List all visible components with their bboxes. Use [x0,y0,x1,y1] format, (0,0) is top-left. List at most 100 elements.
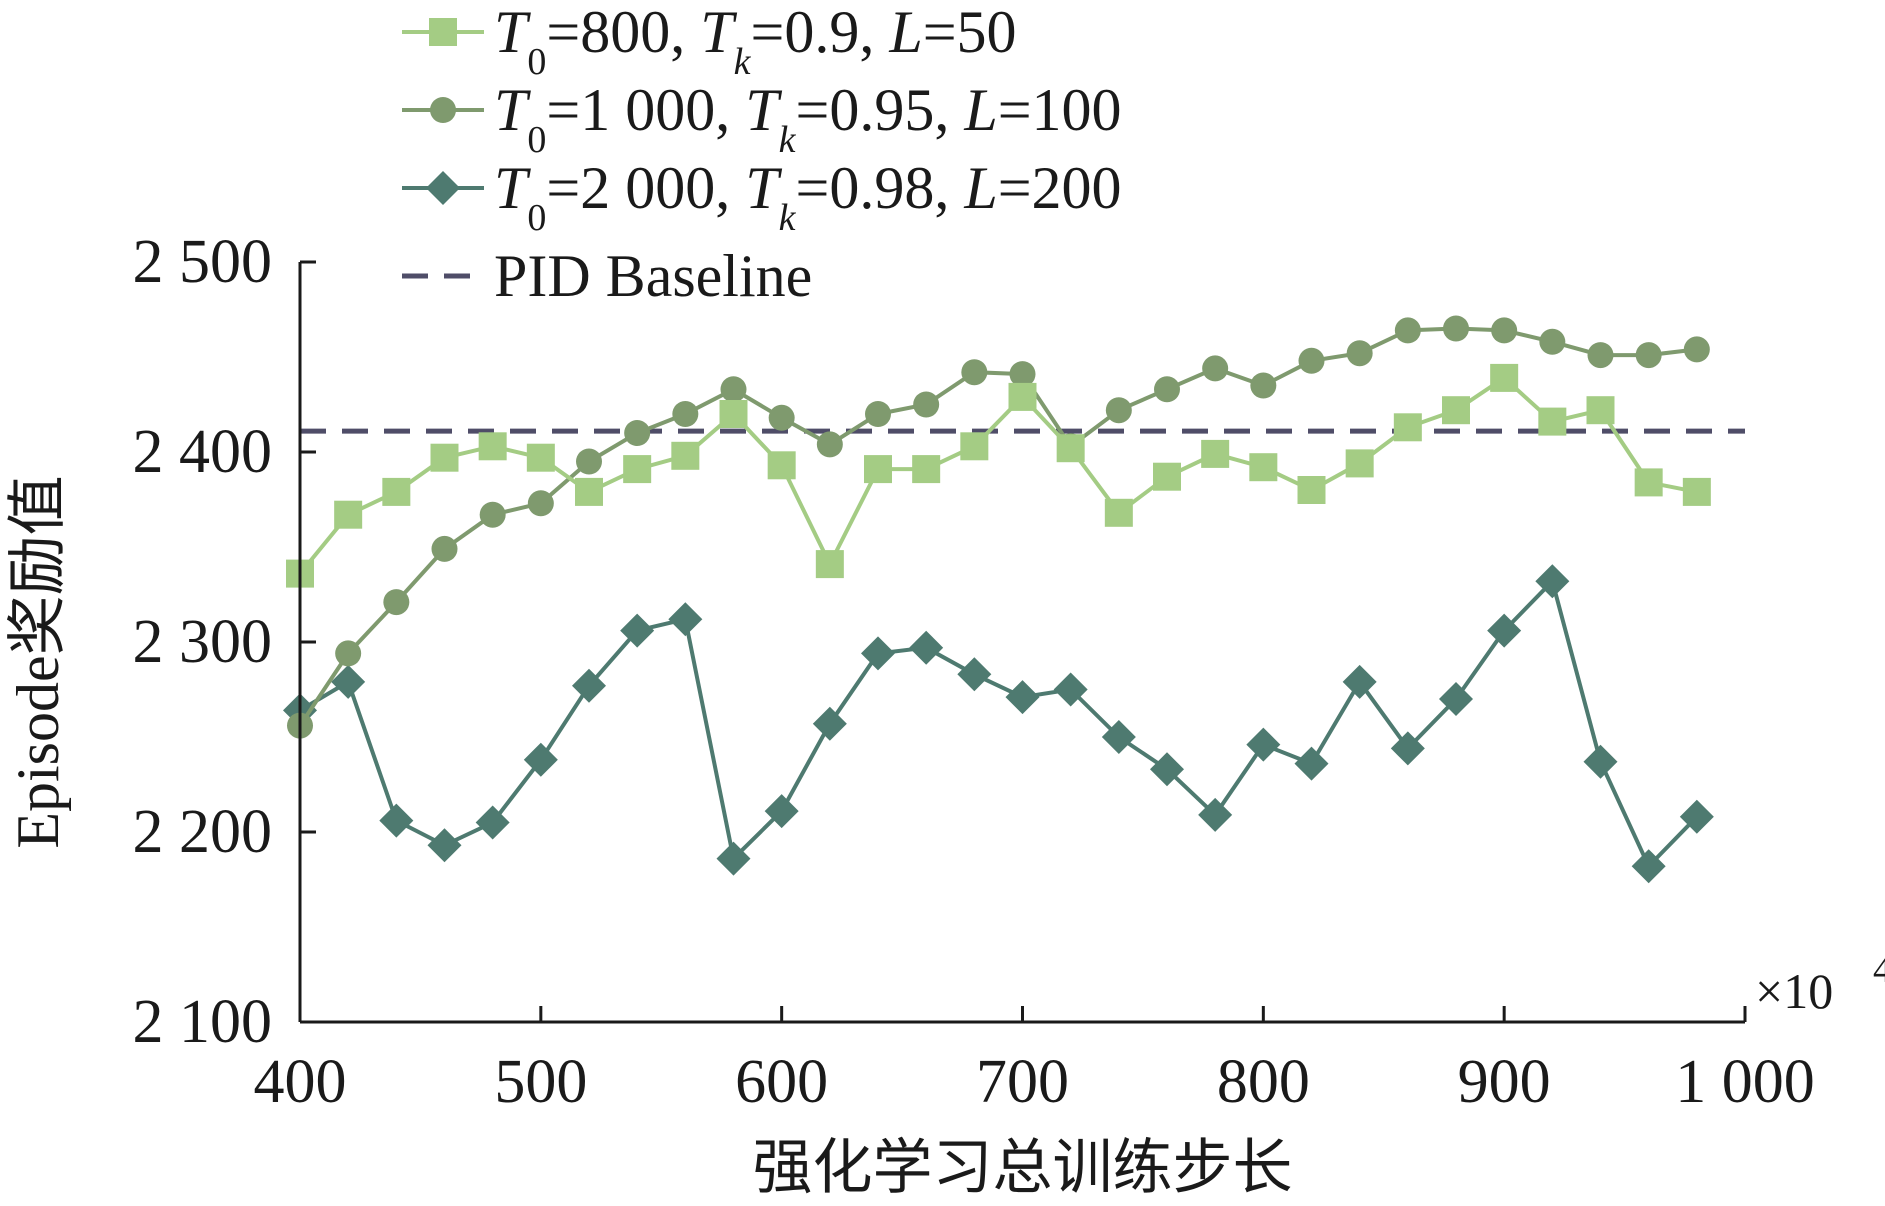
series-square [286,363,1711,588]
legend-text-part: T [494,155,531,221]
data-point-square [1056,434,1085,463]
series-line [298,375,1698,575]
series-line [298,577,1699,870]
legend-label: T0=1 000, Tk=0.95, L=100 [494,77,1122,161]
legend-text-part: , [859,0,889,65]
data-point-circle [1009,361,1036,388]
data-point-diamond [1583,744,1618,779]
data-point-diamond [1150,752,1184,787]
data-point-square [575,477,603,506]
data-point-diamond [1053,672,1088,707]
data-point-diamond [427,828,462,863]
x-axis-title: 强化学习总训练步长 [753,1135,1293,1201]
x-tick-label: 400 [254,1048,347,1116]
data-point-square [382,477,411,506]
data-point-square [671,441,700,470]
data-point-diamond [1101,720,1136,754]
legend-value: 800 [580,0,670,65]
data-point-circle [1298,347,1325,374]
data-point-square [623,455,652,484]
data-point-circle [1394,317,1421,344]
legend-value: 2 000 [580,155,715,221]
x-tick-label: 800 [1217,1048,1310,1116]
data-point-circle [816,431,843,458]
data-point-circle [1154,376,1180,403]
data-point-diamond [1198,797,1233,832]
data-point-circle [1491,317,1518,344]
legend-marker-diamond [426,171,460,205]
data-point-circle [672,401,699,427]
legend-text-part: = [998,155,1032,221]
data-point-circle [1683,336,1710,363]
data-point-diamond [1390,731,1425,766]
data-point-square [1393,413,1422,442]
data-point-diamond [1487,613,1522,648]
data-point-diamond [379,803,414,838]
legend-value: 0.98 [829,155,934,221]
data-point-circle [624,420,651,446]
data-point-square [1249,453,1278,482]
legend-text-part: 0 [527,41,546,83]
x-multiplier-label: ×10 [1755,963,1833,1019]
x-tick-label: 600 [735,1048,828,1116]
data-point-circle [913,391,940,418]
data-point-diamond [1005,680,1040,715]
data-point-diamond [957,657,992,692]
axes: 2 100 2 200 2 300 2 400 2 500 400 500 600 700 800… [5,228,1885,1201]
legend-text-part: T [494,77,531,143]
legend-text-part: k [734,41,752,83]
data-point-diamond [1246,727,1281,762]
legend-value: 1 000 [580,77,715,143]
data-point-circle [335,640,362,667]
data-point-circle [479,501,506,528]
series-circle [287,315,1710,739]
legend-text-part: = [546,77,580,143]
legend-text-part: , [670,0,700,65]
data-point-circle [1250,372,1277,399]
x-tick-label: 1 000 [1675,1048,1815,1116]
data-point-diamond [331,664,366,699]
legend-text-part: , [934,155,964,221]
data-point-circle [431,535,458,562]
data-point-square [767,451,796,480]
y-tick-label: 2 100 [133,988,273,1056]
legend-text-part: T [745,77,782,143]
legend-text-part: = [546,0,580,65]
data-point-square [1586,396,1615,425]
legend-text-part: k [779,119,797,161]
data-point-square [960,432,989,461]
legend-marker-circle [430,97,456,123]
legend-text-part: = [546,155,580,221]
data-point-circle [1635,342,1662,369]
y-tick-label: 2 500 [133,228,273,296]
data-point-circle [1539,328,1566,355]
data-point-diamond [668,602,703,637]
legend-text-part: = [795,155,829,221]
y-tick-label: 2 200 [133,798,273,866]
data-point-diamond [523,742,558,777]
data-point-diamond [812,706,847,741]
x-multiplier-exponent: 4 [1873,949,1885,991]
y-tick-label: 2 300 [133,608,273,676]
data-point-circle [961,359,988,386]
data-point-circle [383,589,410,616]
data-point-diamond [1631,849,1666,884]
data-point-circle [1346,340,1373,367]
data-point-diamond [1294,746,1329,781]
legend-text-part: T [494,0,531,65]
data-point-square [334,500,363,529]
data-point-square [719,400,748,428]
data-point-square [1442,396,1470,425]
data-point-diamond [909,630,944,665]
y-axis-title: Episode奖励值 [5,475,71,848]
x-tick-label: 500 [494,1048,587,1116]
data-point-square [815,550,844,579]
data-point-square [430,443,459,472]
data-point-square [1490,363,1519,392]
data-point-square [1008,382,1037,411]
legend-text-part: , [715,155,745,221]
legend-text-part: T [745,155,782,221]
x-tick-label: 900 [1458,1048,1551,1116]
